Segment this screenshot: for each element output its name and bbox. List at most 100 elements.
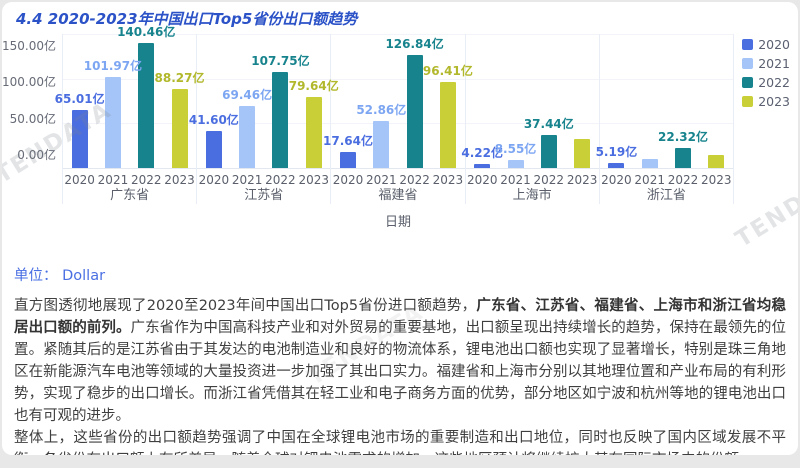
x-axis-tick-year: 2022 bbox=[667, 173, 699, 187]
bar-2023-福建省[interactable] bbox=[439, 82, 456, 168]
legend-item-2022[interactable]: 2022 bbox=[742, 75, 790, 90]
data-label: 140.46亿 bbox=[117, 25, 176, 39]
bar-2022-江苏省[interactable] bbox=[272, 72, 289, 168]
bar-2020-江苏省[interactable] bbox=[205, 131, 222, 168]
bar-slot: 65.01亿 2020 bbox=[55, 34, 105, 188]
x-axis-tick-year: 2021 bbox=[231, 173, 263, 187]
bar-2022-广东省[interactable] bbox=[138, 43, 155, 168]
x-axis-tick-year: 2022 bbox=[265, 173, 296, 187]
bar-2021-江苏省[interactable] bbox=[239, 106, 256, 168]
bar-2021-浙江省[interactable] bbox=[641, 159, 658, 168]
chart-legend: 2020 2021 2022 2023 bbox=[742, 37, 790, 113]
bar-slot: 140.46亿 2022 bbox=[117, 25, 175, 188]
legend-label: 2021 bbox=[758, 56, 790, 71]
x-axis-tick-year: 2020 bbox=[601, 173, 632, 187]
category-label: 上海市 bbox=[512, 188, 552, 203]
x-axis-tick-year: 2022 bbox=[399, 173, 430, 187]
bar-slot: 2023 bbox=[700, 34, 733, 188]
data-label: 37.44亿 bbox=[523, 117, 574, 131]
gridline bbox=[63, 78, 734, 80]
bar-slot: 96.41亿 2023 bbox=[423, 34, 473, 188]
paragraph-2: 整体上，这些省份的出口额趋势强调了中国在全球锂电池市场的重要制造和出口地位，同时… bbox=[14, 430, 786, 455]
bar-slot: 88.27亿 2023 bbox=[155, 34, 205, 188]
p1-rest: 广东省作为中国高科技产业和对外贸易的重要基地，出口额呈现出持续增长的趋势，保持在… bbox=[14, 320, 787, 424]
bar-slot: 17.64亿 2020 bbox=[323, 34, 373, 188]
data-label: 107.75亿 bbox=[251, 54, 310, 68]
y-axis-tick: 50.00亿 bbox=[9, 112, 56, 126]
bar-2022-福建省[interactable] bbox=[406, 55, 423, 168]
bar-slot: 126.84亿 2022 bbox=[385, 34, 443, 188]
bar-slot: 101.97亿 2021 bbox=[84, 34, 142, 188]
bar-2020-福建省[interactable] bbox=[340, 152, 357, 168]
legend-item-2020[interactable]: 2020 bbox=[742, 37, 790, 52]
legend-swatch-icon bbox=[742, 39, 754, 50]
x-axis-tick-year: 2023 bbox=[298, 173, 329, 187]
data-label: 126.84亿 bbox=[385, 37, 444, 51]
x-axis-tick-year: 2020 bbox=[332, 173, 364, 187]
bar-2021-广东省[interactable] bbox=[104, 77, 121, 168]
x-axis-title: 日期 bbox=[384, 215, 411, 230]
x-axis-tick-year: 2020 bbox=[198, 173, 230, 187]
data-label: 22.32亿 bbox=[658, 130, 708, 144]
bar-2021-上海市[interactable] bbox=[507, 160, 524, 168]
bar-slot: 107.75亿 2022 bbox=[251, 34, 309, 188]
bar-2021-福建省[interactable] bbox=[373, 121, 390, 168]
bars-row: 4.22亿 2020 8.55亿 2021 37.44亿 2022 2023 bbox=[461, 34, 599, 188]
data-label: 52.86亿 bbox=[356, 103, 407, 117]
p1-bold: 广东省、江苏省、福建省、上海市和浙江省均稳居出口额的前列。 bbox=[14, 298, 786, 336]
x-axis-tick-year: 2021 bbox=[366, 173, 397, 187]
data-label: 101.97亿 bbox=[83, 59, 143, 73]
x-axis-line bbox=[63, 168, 734, 169]
bar-2023-江苏省[interactable] bbox=[305, 97, 322, 168]
page-title: 4.4 2020-2023年中国出口Top5省份出口额趋势 bbox=[16, 10, 358, 28]
data-label: 88.27亿 bbox=[154, 71, 205, 85]
legend-swatch-icon bbox=[742, 58, 754, 69]
x-axis-tick-year: 2023 bbox=[566, 173, 598, 187]
x-axis-tick-year: 2021 bbox=[500, 173, 531, 187]
bars-row: 5.19亿 2020 2021 22.32亿 2022 2023 bbox=[596, 34, 733, 188]
data-label: 17.64亿 bbox=[323, 134, 373, 148]
data-label: 96.41亿 bbox=[422, 64, 473, 78]
bar-2020-上海市[interactable] bbox=[474, 164, 491, 168]
bar-2022-浙江省[interactable] bbox=[674, 148, 691, 168]
bar-slot: 5.19亿 2020 bbox=[596, 34, 638, 188]
bar-slot: 41.60亿 2020 bbox=[189, 34, 239, 188]
bar-chart: 65.01亿 2020 101.97亿 2021 140.46亿 2022 88.27亿 20… bbox=[2, 25, 798, 234]
legend-label: 2020 bbox=[758, 37, 790, 52]
bar-slot: 79.64亿 2023 bbox=[289, 34, 339, 188]
legend-swatch-icon bbox=[742, 77, 754, 88]
data-label: 8.55亿 bbox=[494, 142, 537, 156]
bar-2023-广东省[interactable] bbox=[171, 89, 188, 168]
bar-2020-浙江省[interactable] bbox=[608, 163, 625, 168]
bar-slot: 37.44亿 2022 bbox=[524, 34, 574, 188]
x-axis-tick-year: 2023 bbox=[164, 173, 195, 187]
bar-slot: 8.55亿 2021 bbox=[495, 34, 537, 188]
bar-2023-上海市[interactable] bbox=[574, 139, 591, 168]
bar-2020-广东省[interactable] bbox=[71, 110, 88, 168]
unit-value: Dollar bbox=[62, 268, 106, 284]
paragraph-1: 直方图透彻地展现了2020至2023年间中国出口Top5省份进口额趋势，广东省、… bbox=[14, 295, 786, 427]
bar-2022-上海市[interactable] bbox=[540, 135, 557, 168]
category-label: 江苏省 bbox=[244, 188, 284, 203]
legend-item-2021[interactable]: 2021 bbox=[742, 56, 790, 71]
bars-row: 17.64亿 2020 52.86亿 2021 126.84亿 2022 96.41亿 202… bbox=[323, 34, 473, 188]
bar-slot: 2023 bbox=[565, 34, 598, 188]
gridline bbox=[63, 34, 734, 35]
bar-2023-浙江省[interactable] bbox=[708, 155, 725, 168]
category-group: 17.64亿 2020 52.86亿 2021 126.84亿 2022 96.41亿 202… bbox=[323, 34, 473, 204]
report-card: 4.4 2020-2023年中国出口Top5省份出口额趋势 65.01亿 2020… bbox=[2, 2, 798, 455]
x-axis-tick-year: 2020 bbox=[64, 173, 95, 187]
x-axis-tick-year: 2023 bbox=[701, 173, 732, 187]
x-axis-tick-year: 2022 bbox=[130, 173, 162, 187]
category-label: 广东省 bbox=[110, 188, 150, 203]
data-label: 65.01亿 bbox=[54, 92, 105, 106]
legend-label: 2023 bbox=[758, 94, 790, 109]
bar-slot: 69.46亿 2021 bbox=[222, 34, 272, 188]
x-axis-tick-year: 2020 bbox=[466, 173, 498, 187]
unit-label: 单位： bbox=[14, 268, 58, 284]
category-group: 4.22亿 2020 8.55亿 2021 37.44亿 2022 2023 上海市 bbox=[461, 34, 600, 204]
y-axis-tick: 150.00亿 bbox=[2, 39, 56, 53]
legend-item-2023[interactable]: 2023 bbox=[742, 94, 790, 109]
x-axis-tick-year: 2021 bbox=[634, 173, 665, 187]
unit-line: 单位： Dollar bbox=[14, 264, 798, 285]
